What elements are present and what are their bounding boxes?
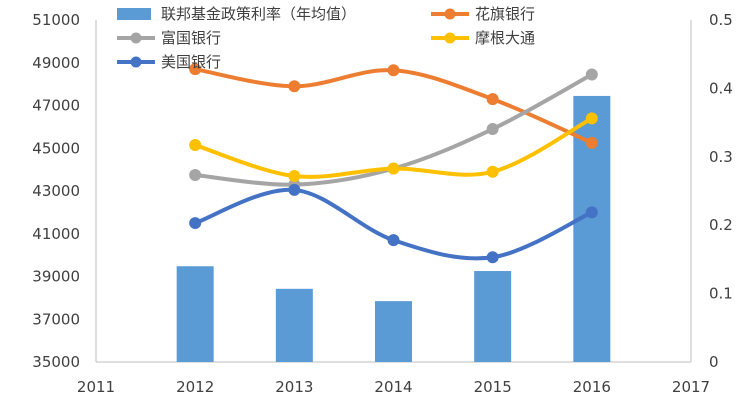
y-left-tick-label: 39000: [32, 268, 80, 286]
y-right-tick-label: 0: [709, 353, 719, 371]
series-point: [486, 123, 499, 136]
series-point: [189, 63, 202, 76]
y-left-tick-label: 49000: [32, 54, 80, 72]
x-tick-label: 2013: [275, 378, 313, 396]
series-point: [486, 251, 499, 264]
y-left-tick-label: 45000: [32, 139, 80, 157]
x-tick-label: 2014: [374, 378, 412, 396]
bar: [474, 271, 512, 362]
series-point: [387, 64, 400, 77]
series-point: [189, 168, 202, 181]
series-point: [288, 183, 301, 196]
series-line: [193, 187, 594, 261]
y-left-tick-label: 35000: [32, 353, 80, 371]
y-right-tick-label: 0.1: [709, 285, 733, 303]
y-right-tick-label: 0.5: [709, 11, 733, 29]
x-tick-label: 2015: [474, 378, 512, 396]
series-point: [585, 68, 598, 81]
legend-label: 美国银行: [161, 53, 221, 71]
series-point: [288, 170, 301, 183]
y-left-tick-label: 41000: [32, 225, 80, 243]
series-point: [387, 162, 400, 175]
x-tick-label: 2012: [176, 378, 214, 396]
y-left-tick-label: 47000: [32, 97, 80, 115]
bar: [375, 301, 412, 362]
legend-label: 摩根大通: [475, 29, 535, 47]
axes-layer: 35000 37000 39000 41000 43000 45000 47000 49000…: [32, 11, 733, 396]
series-point: [486, 165, 499, 178]
x-tick-label: 2011: [77, 378, 115, 396]
y-right-tick-label: 0.3: [709, 148, 733, 166]
x-tick-label: 2017: [672, 378, 710, 396]
y-left-tick-label: 43000: [32, 182, 80, 200]
series-point: [189, 139, 202, 152]
y-left-tick-label: 51000: [32, 11, 80, 29]
legend-label: 花旗银行: [475, 5, 535, 23]
series-point: [585, 112, 598, 125]
y-right-tick-label: 0.2: [709, 216, 733, 234]
bar: [176, 266, 214, 362]
legend-swatch-marker: [130, 56, 142, 68]
legend-swatch-bar: [117, 8, 151, 20]
legend-swatch-marker: [130, 32, 142, 44]
legend-label: 联邦基金政策利率（年均值）: [161, 5, 356, 23]
x-tick-label: 2016: [573, 378, 611, 396]
series-point: [486, 93, 499, 106]
legend-swatch-marker: [444, 32, 456, 44]
y-right-tick-label: 0.4: [709, 79, 733, 97]
series-point: [585, 136, 598, 149]
y-left-tick-label: 37000: [32, 310, 80, 328]
series-point: [585, 206, 598, 219]
bars-layer: [176, 95, 611, 362]
series-point: [288, 80, 301, 93]
bar: [275, 288, 313, 362]
lines-layer: [189, 63, 598, 264]
legend-swatch-marker: [444, 8, 456, 20]
series-point: [189, 217, 202, 230]
series-point: [387, 234, 400, 247]
legend-label: 富国银行: [161, 29, 221, 47]
